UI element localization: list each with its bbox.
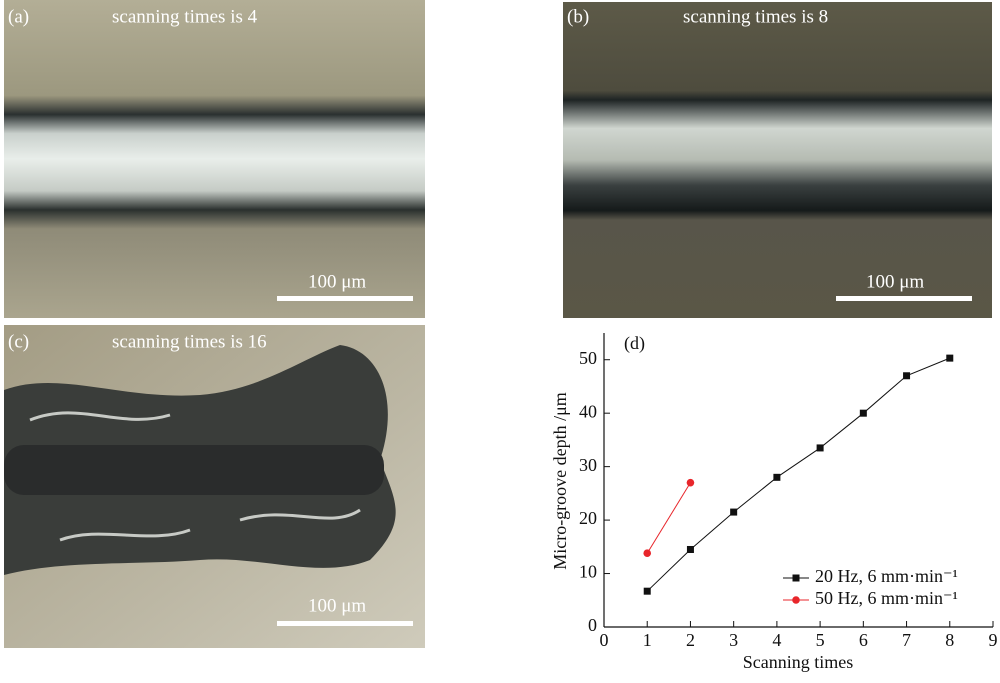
panel-label: (a) xyxy=(8,6,29,27)
y-tick-label: 0 xyxy=(588,615,597,635)
scale-bar xyxy=(277,296,413,301)
marker xyxy=(946,354,954,362)
panel-caption: scanning times is 8 xyxy=(683,6,828,27)
legend-label: 50 Hz, 6 mm·min⁻¹ xyxy=(815,588,958,608)
x-tick-label: 3 xyxy=(729,630,738,650)
x-tick-label: 5 xyxy=(816,630,825,650)
x-tick-label: 9 xyxy=(989,630,998,650)
marker xyxy=(792,574,800,582)
x-tick-label: 1 xyxy=(643,630,652,650)
x-tick-label: 0 xyxy=(600,630,609,650)
series-line xyxy=(646,482,691,554)
x-axis-label: Scanning times xyxy=(743,652,854,672)
marker xyxy=(686,478,695,487)
y-tick-label: 10 xyxy=(579,562,597,582)
marker xyxy=(903,372,911,380)
highlight xyxy=(29,411,361,542)
panel-label: (c) xyxy=(8,331,29,352)
marker xyxy=(730,508,738,516)
x-tick-label: 6 xyxy=(859,630,868,650)
micrograph xyxy=(563,2,992,318)
scale-bar xyxy=(836,296,972,301)
series-line xyxy=(646,357,950,592)
scale-label: 100 μm xyxy=(308,595,366,616)
panel-label: (d) xyxy=(624,333,645,354)
scale-label: 100 μm xyxy=(308,271,366,292)
micrograph xyxy=(4,0,425,318)
panel-label: (b) xyxy=(567,6,589,27)
marker xyxy=(686,545,694,553)
x-tick-label: 4 xyxy=(772,630,781,650)
x-tick-label: 7 xyxy=(902,630,911,650)
marker xyxy=(816,444,824,452)
y-tick-label: 20 xyxy=(579,508,597,528)
y-tick-label: 50 xyxy=(579,348,597,368)
scale-bar xyxy=(277,621,413,626)
marker xyxy=(773,473,781,481)
groove xyxy=(4,445,384,495)
x-tick-label: 8 xyxy=(945,630,954,650)
x-tick-label: 2 xyxy=(686,630,695,650)
panel-caption: scanning times is 16 xyxy=(112,331,267,352)
y-axis-label: Micro-groove depth /μm xyxy=(550,392,570,570)
panel-caption: scanning times is 4 xyxy=(112,6,258,27)
scale-label: 100 μm xyxy=(866,271,924,292)
y-tick-label: 30 xyxy=(579,455,597,475)
y-tick-label: 40 xyxy=(579,401,597,421)
marker xyxy=(792,596,800,604)
marker xyxy=(643,587,651,595)
legend-label: 20 Hz, 6 mm·min⁻¹ xyxy=(815,566,958,586)
marker xyxy=(859,409,867,417)
marker xyxy=(643,549,652,558)
plot: 0 1 2 3 4 5 6 7 8 9 0 10 20 30 40 50 20 Hz, 6 mm·min⁻¹50… xyxy=(579,333,998,650)
